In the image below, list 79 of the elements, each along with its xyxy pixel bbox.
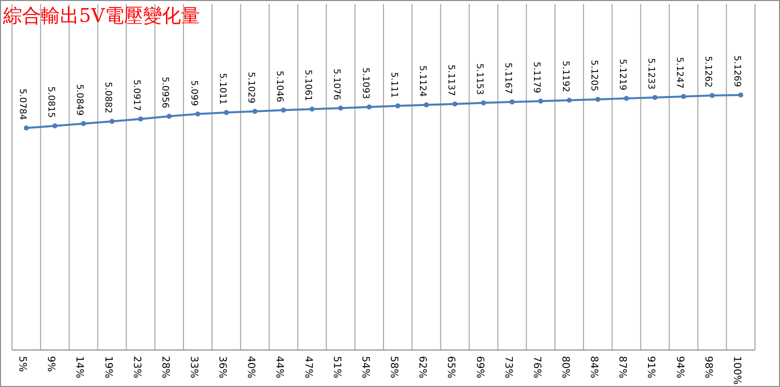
point — [738, 92, 744, 98]
point — [280, 108, 286, 113]
point — [24, 126, 29, 130]
data-label: 5.1205 — [588, 60, 598, 92]
data-label: 5.0956 — [160, 76, 170, 109]
point — [452, 101, 458, 106]
x-tick-label: 65% — [445, 356, 456, 378]
x-tick-label: 80% — [560, 356, 571, 378]
data-label: 5.1011 — [216, 73, 227, 105]
data-label: 5.0815 — [45, 86, 56, 118]
x-tick-label: 94% — [674, 356, 685, 378]
x-tick-label: 44% — [274, 356, 285, 378]
x-tick-label: 69% — [474, 356, 485, 378]
data-label: 5.1269 — [731, 56, 742, 88]
data-label: 5.1076 — [331, 68, 342, 100]
point — [424, 102, 429, 108]
data-label: 5.111 — [388, 72, 398, 98]
point — [195, 111, 200, 116]
x-tick-label: 54% — [359, 356, 370, 378]
data-label: 5.1247 — [674, 56, 684, 88]
point — [566, 98, 572, 103]
point — [624, 96, 629, 101]
point — [652, 94, 658, 100]
chart-title: 綜合輸出5V電壓變化量 — [2, 5, 200, 27]
x-tick-label: 73% — [502, 356, 514, 378]
x-tick-label: 40% — [245, 356, 256, 378]
data-label: 5.1179 — [531, 62, 542, 94]
data-label: 5.1167 — [502, 62, 513, 94]
point — [681, 94, 686, 99]
data-label: 5.1153 — [474, 63, 484, 95]
x-tick-label: 23% — [130, 356, 142, 378]
point — [366, 104, 372, 110]
point — [224, 110, 229, 116]
x-tick-label: 62% — [416, 356, 428, 378]
x-tick-label: 19% — [102, 356, 114, 378]
data-label: 5.0917 — [131, 79, 142, 111]
data-label: 5.1219 — [616, 58, 627, 91]
data-label: 5.1137 — [445, 64, 456, 96]
x-tick-label: 58% — [388, 356, 400, 378]
point — [52, 123, 58, 128]
data-label: 5.0784 — [16, 88, 27, 120]
x-tick-label: 98% — [702, 356, 714, 378]
x-tick-label: 87% — [616, 356, 628, 378]
point — [252, 108, 258, 114]
data-label: 5.1061 — [302, 70, 313, 102]
data-label: 5.1192 — [560, 60, 570, 92]
data-label: 5.1233 — [646, 58, 656, 90]
point — [481, 100, 486, 106]
point — [80, 121, 86, 126]
data-label: 5.1046 — [274, 70, 284, 102]
x-tick-label: 28% — [159, 356, 170, 378]
x-tick-label: 51% — [330, 356, 342, 378]
x-tick-label: 33% — [188, 356, 200, 378]
data-label: 5.0882 — [102, 82, 113, 114]
x-tick-label: 36% — [216, 356, 228, 378]
data-label: 5.1262 — [702, 56, 713, 88]
x-tick-label: 47% — [302, 356, 314, 378]
x-tick-label: 9% — [45, 356, 56, 372]
point — [138, 116, 144, 122]
data-label: 5.1093 — [360, 67, 370, 99]
x-tick-label: 84% — [588, 356, 600, 378]
x-tick-label: 76% — [530, 356, 542, 378]
x-tick-label: 5% — [16, 356, 28, 372]
data-label: 5.1029 — [245, 72, 256, 104]
point — [510, 99, 515, 104]
point — [538, 98, 544, 104]
point — [110, 118, 115, 124]
point — [395, 103, 400, 108]
x-tick-label: 100% — [730, 356, 742, 385]
point — [710, 92, 715, 98]
x-tick-label: 14% — [74, 356, 85, 378]
data-label: 5.099 — [188, 80, 198, 106]
point — [595, 96, 600, 102]
point — [166, 114, 172, 119]
data-label: 5.0849 — [74, 84, 84, 116]
point — [338, 106, 344, 111]
point — [310, 106, 315, 112]
data-label: 5.1124 — [416, 65, 427, 98]
x-tick-label: 91% — [645, 356, 656, 378]
